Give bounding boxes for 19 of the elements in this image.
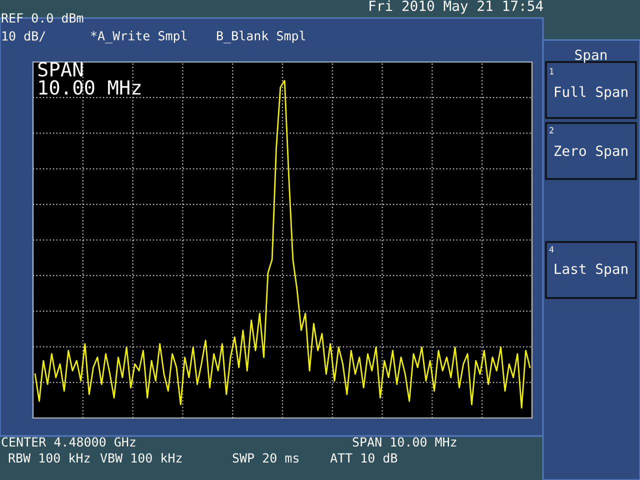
text: 2 — [550, 127, 554, 134]
text: 4 — [549, 246, 554, 252]
text: CENTER 4.48000 GHz — [2, 437, 136, 447]
text: REF 0.0 dBm — [2, 12, 84, 23]
text: Last Span — [554, 264, 628, 277]
text: B_Blank Smpl — [217, 30, 306, 44]
text: RBW 100 kHz — [8, 452, 90, 463]
text: Span — [575, 50, 606, 63]
text: SWP 20 ms — [232, 453, 298, 463]
text: 1 — [550, 68, 554, 74]
text: ATT 10 dB — [330, 452, 398, 463]
text: VBW 100 kHz — [100, 452, 182, 463]
annotation: SPAN 10.00 MHz — [38, 62, 141, 95]
text: 10 dB/ — [2, 30, 46, 42]
text: SPAN 10.00 MHz — [352, 437, 456, 447]
text: Zero Span — [554, 146, 628, 159]
text: Fri 2010 May 21 17:54 — [370, 0, 543, 14]
text: *A_Write Smpl — [91, 30, 187, 44]
text: Full Span — [554, 86, 628, 100]
